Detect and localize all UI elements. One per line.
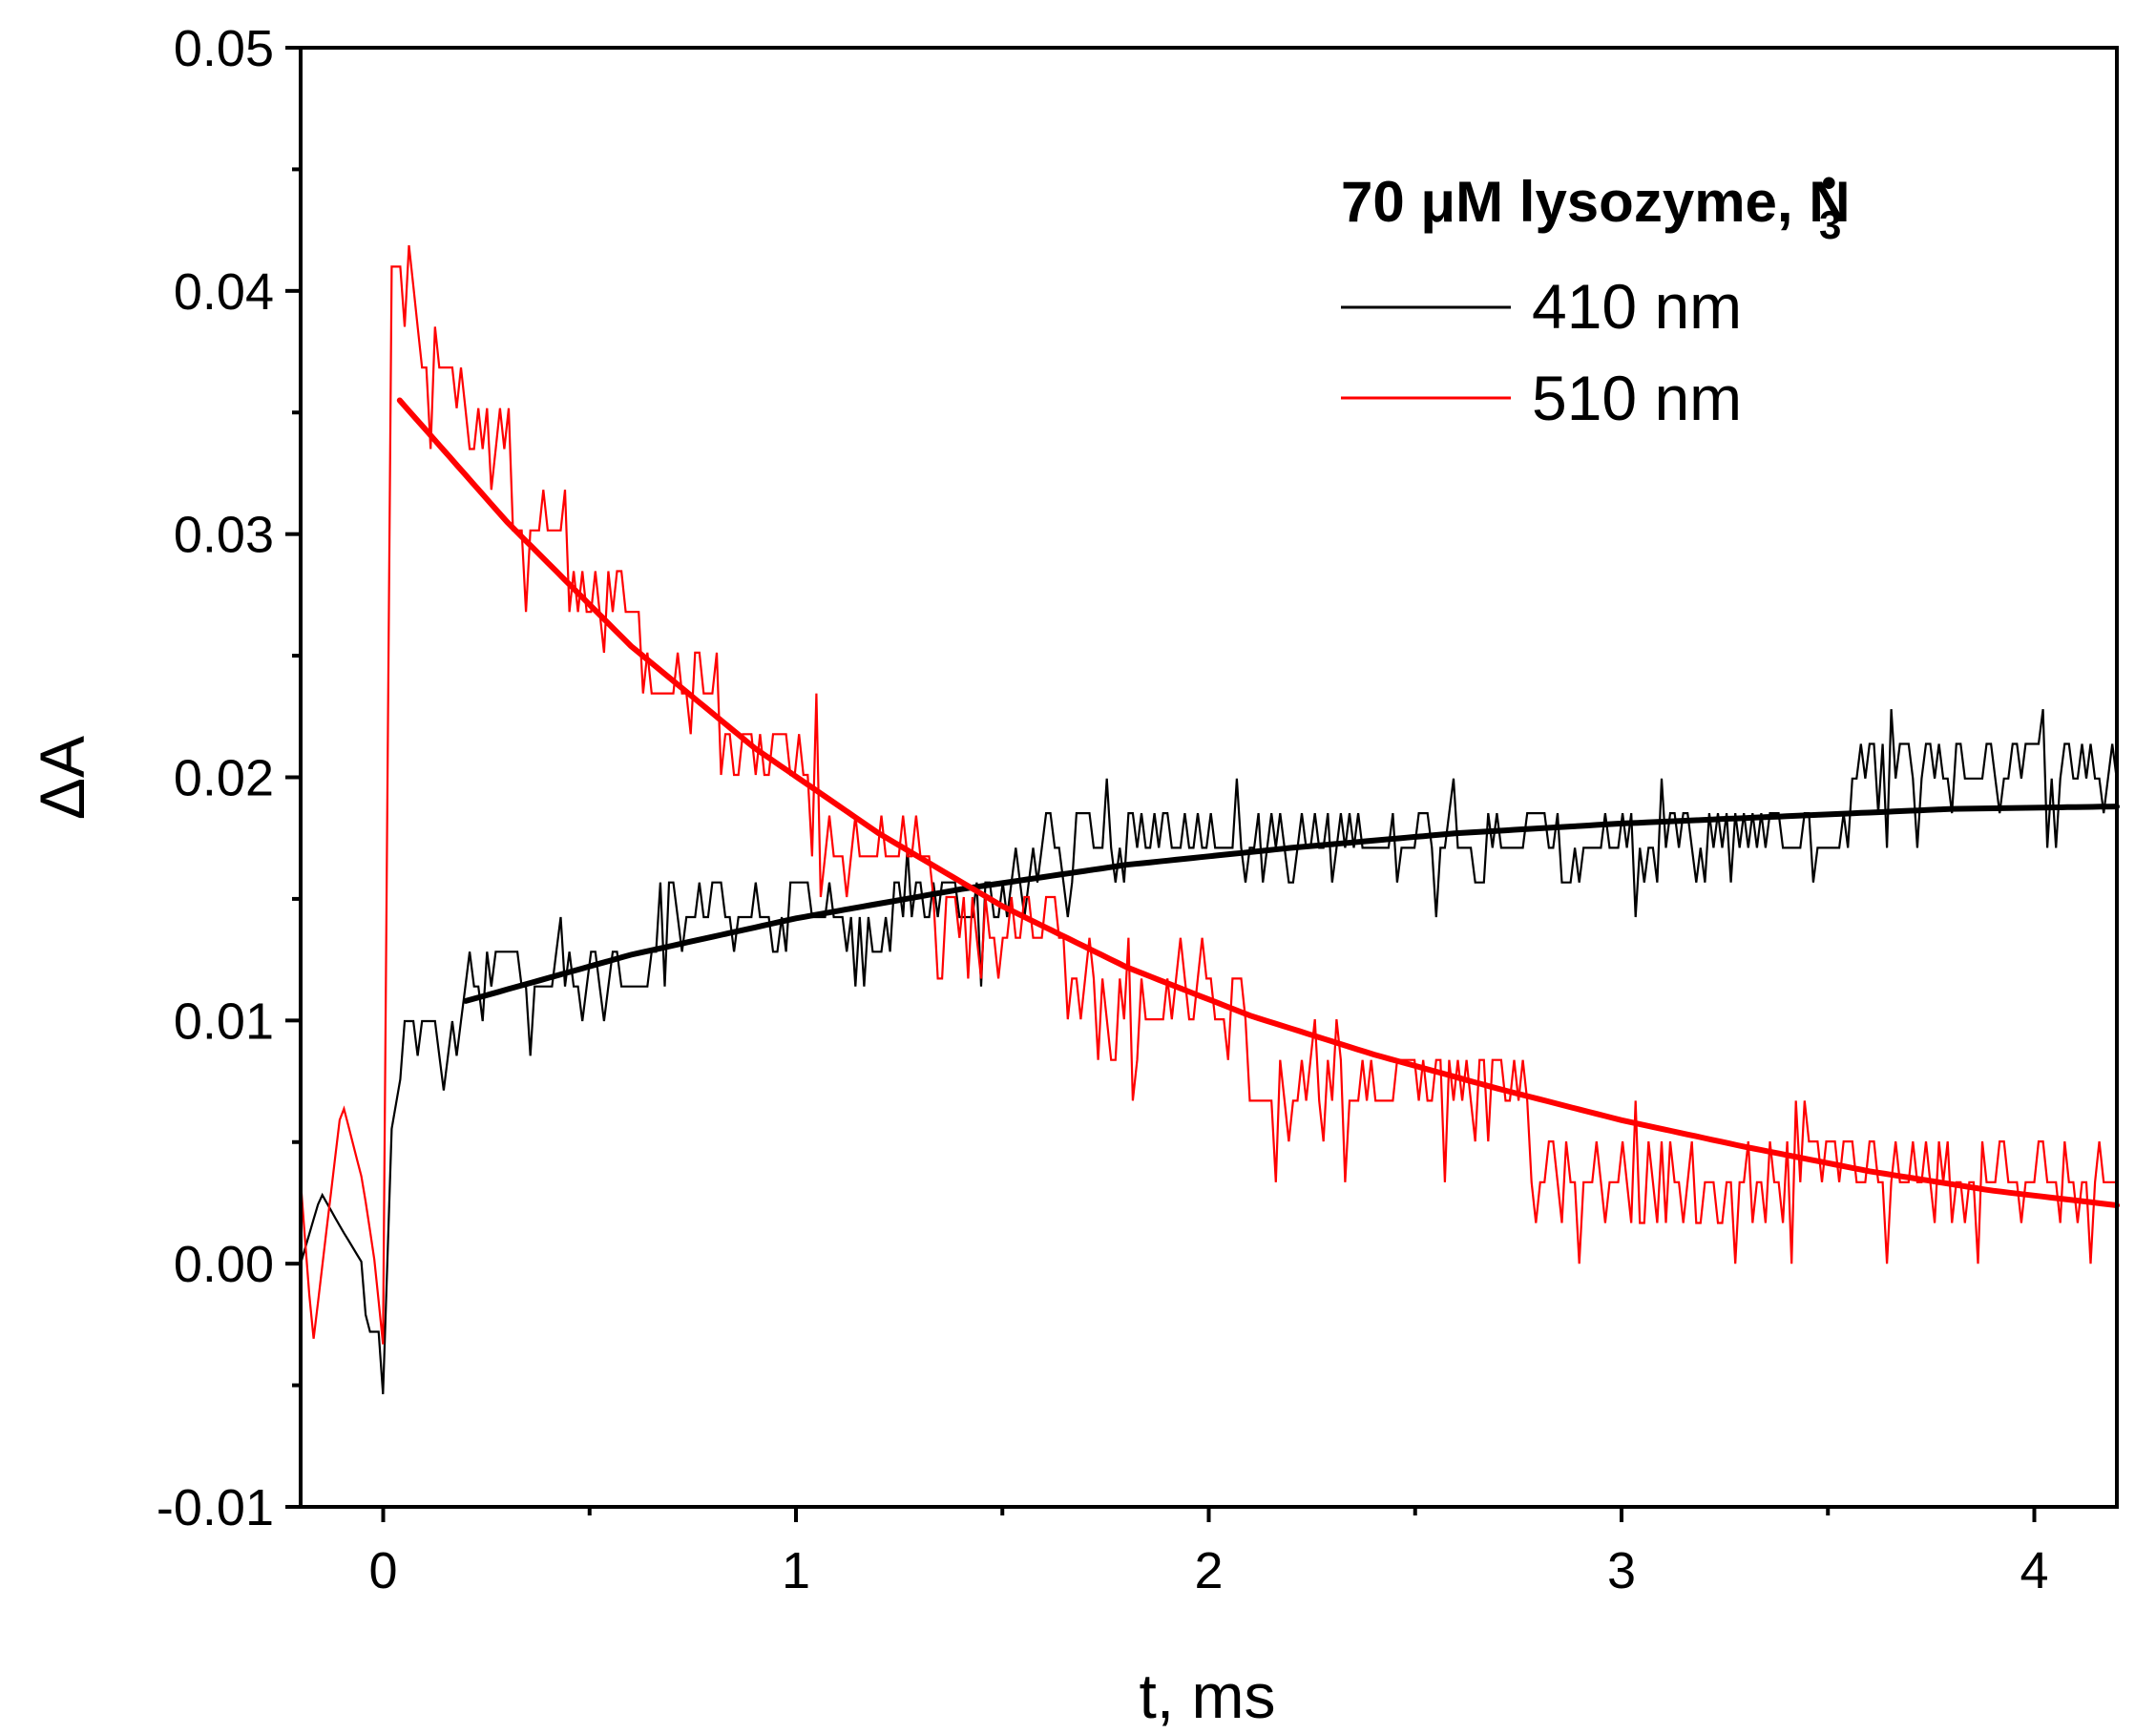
y-tick-label: 0.04 (174, 263, 274, 321)
series-layer (299, 244, 2120, 1394)
axis-ticks: 0 1 2 3 4 -0.01 0.00 0.01 0.02 0.03 0.04 0.05 (157, 20, 2049, 1599)
x-tick-label: 2 (1194, 1542, 1223, 1599)
legend-title: 70 μM lysozyme, N• 3 (1341, 159, 1851, 247)
y-tick-label: 0.05 (174, 20, 274, 77)
x-tick-label: 4 (2020, 1542, 2048, 1599)
y-tick-label: 0.01 (174, 992, 274, 1050)
legend-label-410nm: 410 nm (1532, 271, 1742, 342)
legend-label-510nm: 510 nm (1532, 363, 1742, 433)
x-tick-label: 3 (1607, 1542, 1636, 1599)
legend-title-superscript: • (1822, 159, 1836, 206)
legend: 70 μM lysozyme, N• 3 410 nm 510 nm (1341, 159, 1851, 433)
x-tick-label: 0 (368, 1542, 397, 1599)
series-fit-510nm (396, 397, 2120, 1208)
legend-title-text: 70 μM lysozyme, N (1341, 170, 1851, 234)
series-trace-510nm (299, 244, 2117, 1345)
x-axis-title: t, ms (1140, 1661, 1276, 1731)
y-tick-label: 0.03 (174, 507, 274, 564)
y-tick-label: 0.00 (174, 1236, 274, 1293)
x-tick-label: 1 (782, 1542, 810, 1599)
legend-title-subscript: 3 (1819, 202, 1841, 247)
y-axis-title: ΔA (27, 736, 97, 820)
y-tick-label: -0.01 (157, 1479, 274, 1536)
series-trace-410nm (299, 708, 2118, 1394)
y-tick-label: 0.02 (174, 750, 274, 807)
series-fit-410nm (463, 804, 2120, 1004)
